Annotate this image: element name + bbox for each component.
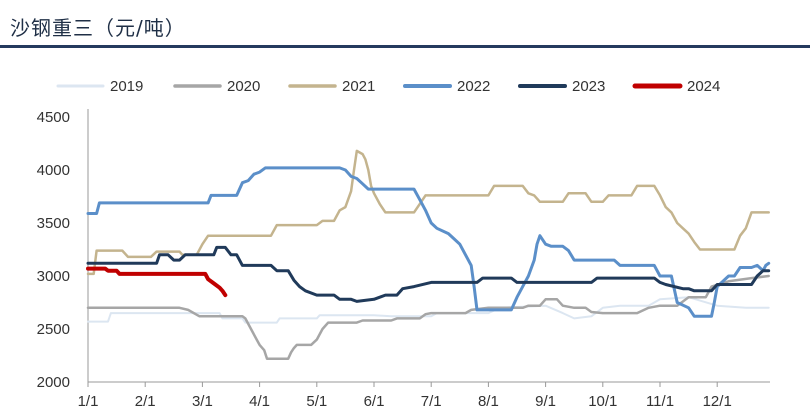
x-tick-label: 8/1 <box>478 393 499 410</box>
y-tick-label: 2500 <box>37 321 70 338</box>
chart-title: 沙钢重三（元/吨） <box>10 16 186 40</box>
x-tick-label: 4/1 <box>249 393 270 410</box>
x-tick-label: 2/1 <box>135 393 156 410</box>
series-line-2022 <box>86 166 771 318</box>
y-tick-label: 2000 <box>37 374 70 391</box>
x-tick-label: 1/1 <box>78 393 99 410</box>
x-tick-label: 9/1 <box>535 393 556 410</box>
x-tick-label: 10/1 <box>588 393 617 410</box>
legend-label-2023: 2023 <box>572 78 605 95</box>
series-line-2024 <box>86 266 228 298</box>
y-tick-label: 3500 <box>37 215 70 232</box>
y-tick-label: 3000 <box>37 268 70 285</box>
series-line-2023 <box>86 245 771 303</box>
x-tick-label: 7/1 <box>421 393 442 410</box>
title-divider <box>0 45 810 48</box>
x-tick-label: 5/1 <box>306 393 327 410</box>
chart-axes: 2000 2500 3000 3500 4000 4500 1/1 2/1 3/1 4/1 5/1 6… <box>37 109 770 410</box>
series-line-2021 <box>86 149 770 276</box>
x-tick-label: 6/1 <box>364 393 385 410</box>
legend-label-2021: 2021 <box>342 78 375 95</box>
y-tick-label: 4500 <box>37 109 70 126</box>
x-tick-label: 12/1 <box>703 393 732 410</box>
chart-series <box>86 149 771 360</box>
x-tick-label: 3/1 <box>192 393 213 410</box>
y-tick-label: 4000 <box>37 162 70 179</box>
chart-legend: 2019 2020 2021 2022 2023 2024 <box>56 78 720 95</box>
series-line-2020 <box>86 274 770 360</box>
legend-label-2022: 2022 <box>457 78 490 95</box>
legend-label-2020: 2020 <box>227 78 260 95</box>
legend-label-2019: 2019 <box>110 78 143 95</box>
x-tick-label: 11/1 <box>646 393 674 410</box>
legend-label-2024: 2024 <box>687 78 720 95</box>
